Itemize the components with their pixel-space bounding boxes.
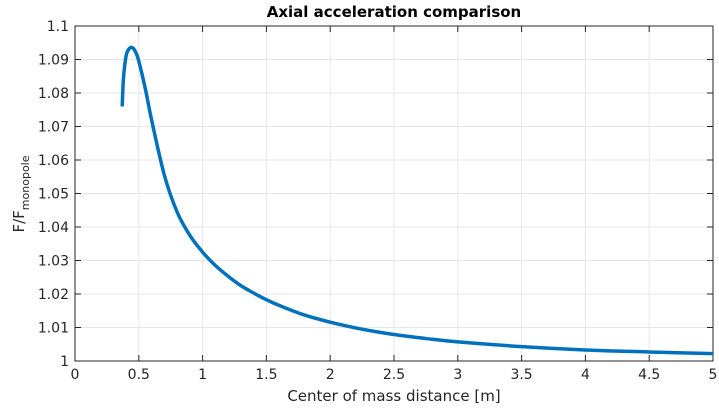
y-tick-label-10: 1.1 [47, 19, 69, 35]
x-tick-label-7: 3.5 [510, 367, 532, 383]
y-tick-label-0: 1 [60, 354, 69, 370]
x-tick-label-6: 3 [453, 367, 462, 383]
y-tick-label-4: 1.04 [38, 220, 69, 236]
y-tick-label-6: 1.06 [38, 153, 69, 169]
x-tick-label-10: 5 [709, 367, 718, 383]
y-tick-label-1: 1.01 [38, 321, 69, 337]
x-tick-label-0: 0 [71, 367, 80, 383]
x-tick-label-9: 4.5 [638, 367, 660, 383]
y-axis-label: F/Fmonopole [10, 155, 32, 232]
x-tick-label-2: 1 [198, 367, 207, 383]
x-tick-label-1: 0.5 [128, 367, 150, 383]
y-tick-label-7: 1.07 [38, 120, 69, 136]
y-tick-label-9: 1.09 [38, 53, 69, 69]
y-axis-label-subscript: monopole [19, 155, 32, 210]
x-axis-label: Center of mass distance [m] [287, 387, 500, 405]
axes [74, 25, 714, 362]
y-tick-label-3: 1.03 [38, 254, 69, 270]
tick-labels: 0 0.5 1 1.5 2 2.5 3 3.5 4 4.5 5 1 1.01 1.02 1.03 1.04 1.… [38, 19, 718, 383]
y-axis-label-main: F/F [10, 210, 28, 232]
series-line-0 [120, 45, 714, 356]
x-tick-label-8: 4 [581, 367, 590, 383]
series-group [120, 45, 714, 356]
x-tick-label-4: 2 [326, 367, 335, 383]
x-tick-label-5: 2.5 [383, 367, 405, 383]
x-tick-label-3: 1.5 [255, 367, 277, 383]
y-tick-label-5: 1.05 [38, 187, 69, 203]
y-tick-label-2: 1.02 [38, 287, 69, 303]
y-tick-label-8: 1.08 [38, 86, 69, 102]
chart-title: Axial acceleration comparison [267, 3, 521, 21]
